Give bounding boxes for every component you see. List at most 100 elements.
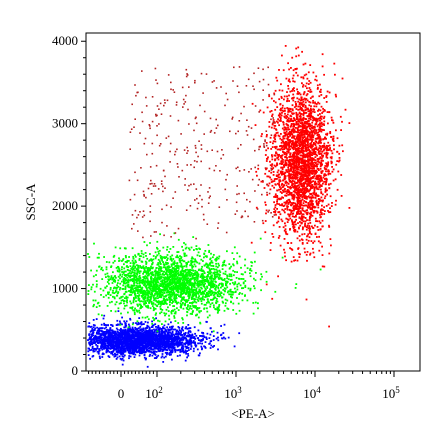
data-point (110, 346, 113, 349)
data-point (200, 258, 203, 261)
data-point (200, 345, 203, 348)
data-point (215, 286, 217, 289)
data-point (131, 347, 133, 349)
data-point (153, 299, 155, 302)
data-point (190, 298, 193, 300)
data-point (100, 268, 102, 271)
data-point (159, 291, 162, 294)
data-point (124, 322, 127, 325)
data-point (156, 248, 159, 250)
data-point (116, 269, 119, 272)
data-point (194, 345, 197, 348)
data-point (152, 296, 155, 299)
data-point (203, 286, 206, 288)
data-point (153, 338, 155, 341)
data-point (120, 299, 123, 302)
data-point (176, 355, 179, 357)
data-point (114, 246, 117, 249)
data-point (145, 333, 147, 336)
data-point (177, 280, 179, 282)
data-point (99, 335, 102, 338)
data-point (209, 258, 211, 261)
data-point (153, 347, 156, 350)
data-point (221, 268, 224, 270)
data-point (95, 343, 97, 346)
data-point (302, 76, 305, 79)
data-point (190, 345, 193, 347)
data-point (187, 344, 190, 346)
data-point (175, 343, 178, 346)
data-point (102, 334, 105, 336)
data-point (191, 256, 194, 259)
data-point (174, 348, 177, 351)
data-point (155, 267, 158, 269)
data-point (153, 333, 156, 336)
data-point (155, 350, 158, 353)
data-point (242, 273, 244, 276)
data-point (156, 301, 159, 303)
data-point (187, 305, 189, 308)
data-point (165, 268, 168, 271)
data-point (259, 237, 262, 240)
data-point (115, 287, 117, 289)
data-point (150, 265, 152, 268)
data-point (176, 294, 179, 296)
data-point (158, 334, 161, 336)
data-point (129, 306, 132, 309)
data-point (160, 337, 163, 339)
data-point (157, 271, 160, 274)
data-point (93, 339, 96, 342)
data-point (134, 326, 137, 329)
data-point (159, 261, 161, 264)
data-point (109, 327, 112, 329)
data-point (160, 331, 163, 334)
data-point (187, 269, 190, 271)
data-point (164, 276, 167, 279)
data-point (122, 340, 124, 343)
data-point (145, 329, 148, 332)
data-point (212, 267, 215, 270)
data-point (104, 333, 107, 336)
data-point (205, 294, 207, 296)
data-point (163, 256, 166, 258)
data-point (152, 279, 155, 282)
data-point (211, 261, 214, 264)
data-point (188, 269, 191, 272)
data-point (155, 317, 157, 320)
data-point (125, 295, 128, 298)
data-point (131, 259, 134, 262)
data-point (112, 331, 115, 334)
data-point (198, 339, 200, 341)
data-point (148, 333, 151, 335)
data-point (188, 327, 191, 330)
data-point (139, 276, 142, 279)
data-point (119, 282, 122, 285)
data-point (140, 252, 143, 255)
data-point (124, 349, 126, 352)
data-point (191, 265, 193, 267)
data-point (103, 327, 106, 330)
data-point (111, 332, 113, 334)
data-point (195, 290, 198, 292)
data-point (114, 355, 117, 357)
data-point (170, 298, 173, 301)
data-point (129, 265, 132, 268)
data-point (139, 341, 142, 343)
data-point (153, 289, 156, 292)
data-point (101, 356, 104, 358)
data-point (100, 330, 103, 332)
data-point (197, 300, 200, 302)
data-point (139, 331, 142, 334)
data-point (199, 283, 202, 286)
data-point (158, 271, 161, 274)
data-point (125, 339, 128, 342)
data-point (218, 264, 220, 267)
data-point (177, 267, 180, 270)
data-point (157, 262, 160, 264)
data-point (186, 308, 189, 310)
data-point (97, 352, 100, 355)
data-point (202, 335, 205, 338)
data-point (134, 254, 136, 257)
data-point (142, 335, 145, 338)
data-point (100, 343, 103, 345)
